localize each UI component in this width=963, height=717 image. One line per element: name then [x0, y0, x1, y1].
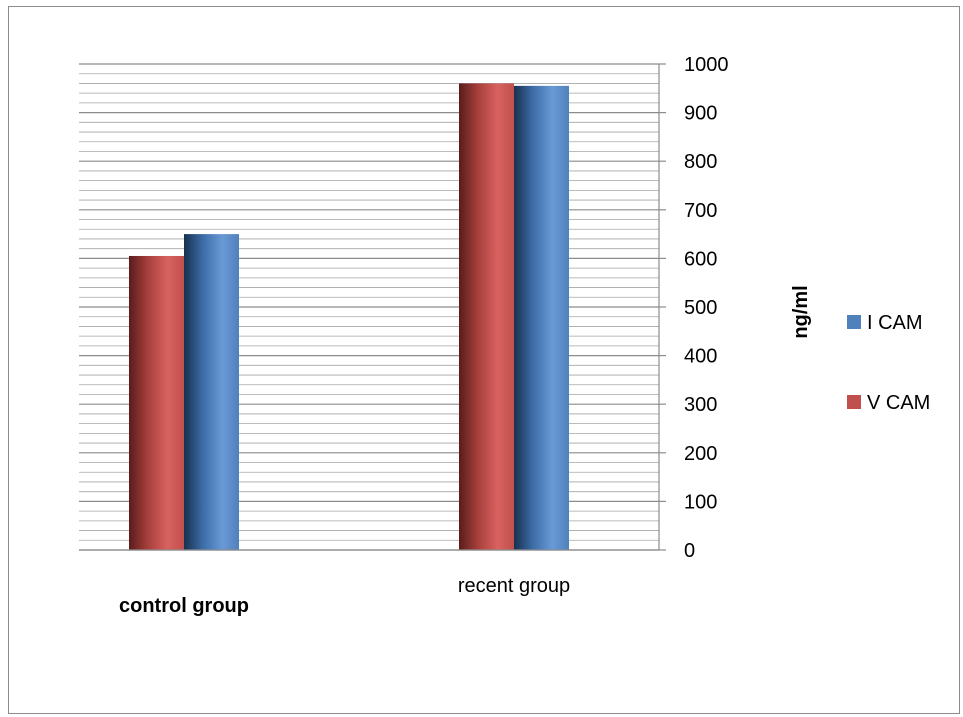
- bar-i-cam-recent-group: [514, 85, 569, 551]
- y-axis-title: ng/ml: [790, 285, 812, 338]
- bars: [129, 83, 569, 551]
- y-axis: [79, 63, 666, 551]
- bar-i-cam-control-group: [184, 234, 239, 550]
- legend-label: I CAM: [867, 312, 923, 334]
- y-tick-label: 0: [684, 540, 695, 562]
- y-tick-label: 900: [684, 103, 717, 125]
- chart-frame: 0 100 200 300 400 500 600 700 800 900 1000 control…: [8, 6, 960, 714]
- bar-chart: 0 100 200 300 400 500 600 700 800 900 1000 control…: [79, 54, 930, 617]
- legend-label: V CAM: [867, 392, 930, 414]
- category-labels: control group recent group: [119, 575, 570, 617]
- category-label: control group: [119, 595, 249, 617]
- y-tick-label: 600: [684, 248, 717, 270]
- y-tick-label: 500: [684, 297, 717, 319]
- bar-v-cam-control-group: [129, 255, 184, 550]
- y-tick-label: 100: [684, 491, 717, 513]
- y-tick-labels: 0 100 200 300 400 500 600 700 800 900 1000: [684, 54, 729, 562]
- bar-v-cam-recent-group: [459, 83, 514, 550]
- category-label: recent group: [458, 575, 570, 597]
- legend: I CAM V CAM: [847, 312, 930, 414]
- y-tick-label: 1000: [684, 54, 729, 76]
- legend-swatch: [847, 395, 861, 409]
- legend-swatch: [847, 315, 861, 329]
- y-tick-label: 400: [684, 346, 717, 368]
- y-tick-label: 300: [684, 394, 717, 416]
- y-tick-label: 700: [684, 200, 717, 222]
- y-tick-label: 800: [684, 151, 717, 173]
- y-tick-label: 200: [684, 443, 717, 465]
